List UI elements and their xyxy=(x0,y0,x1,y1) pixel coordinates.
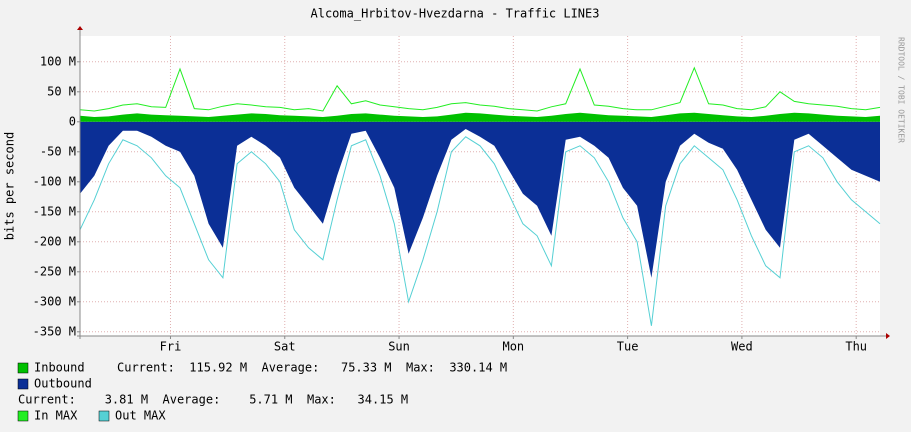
legend-stats: Current: 115.92 M Average: 75.33 M Max: … xyxy=(117,361,507,375)
area xyxy=(80,112,880,122)
legend-label: Inbound xyxy=(34,361,85,375)
legend-label: Out MAX xyxy=(115,409,166,423)
y-tick-label: -200 M xyxy=(33,234,76,248)
legend-swatch xyxy=(17,378,29,390)
y-tick-label: -100 M xyxy=(33,174,76,188)
x-tick-label: Tue xyxy=(617,340,639,354)
x-tick-label: Fri xyxy=(160,340,182,354)
y-tick-label: -50 M xyxy=(40,144,76,158)
axis-arrow xyxy=(77,26,83,30)
y-tick-label: 100 M xyxy=(40,54,76,68)
y-axis-label: bits per second xyxy=(3,132,17,240)
y-tick-label: -350 M xyxy=(33,324,76,338)
line xyxy=(79,66,881,112)
y-tick-label: -300 M xyxy=(33,294,76,308)
y-tick-label: -150 M xyxy=(33,204,76,218)
y-tick-label: 50 M xyxy=(47,84,76,98)
x-tick-label: Wed xyxy=(731,340,753,354)
chart-title: Alcoma_Hrbitov-Hvezdarna - Traffic LINE3 xyxy=(311,7,600,21)
legend-swatch xyxy=(17,410,29,422)
legend-label: In MAX xyxy=(34,409,78,423)
legend-stats: Current: 3.81 M Average: 5.71 M Max: 34.… xyxy=(18,393,408,407)
x-tick-label: Sat xyxy=(274,340,296,354)
area xyxy=(80,121,880,278)
watermark: RRDTOOL / TOBI OETIKER xyxy=(897,37,906,143)
y-tick-label: 0 xyxy=(69,114,76,128)
x-tick-label: Mon xyxy=(502,340,524,354)
line xyxy=(79,136,881,326)
y-tick-label: -250 M xyxy=(33,264,76,278)
x-tick-label: Sun xyxy=(388,340,410,354)
legend-swatch xyxy=(98,410,110,422)
axis-arrow xyxy=(886,333,890,339)
legend-label: Outbound xyxy=(34,377,92,391)
x-tick-label: Thu xyxy=(845,340,867,354)
legend-swatch xyxy=(17,362,29,374)
